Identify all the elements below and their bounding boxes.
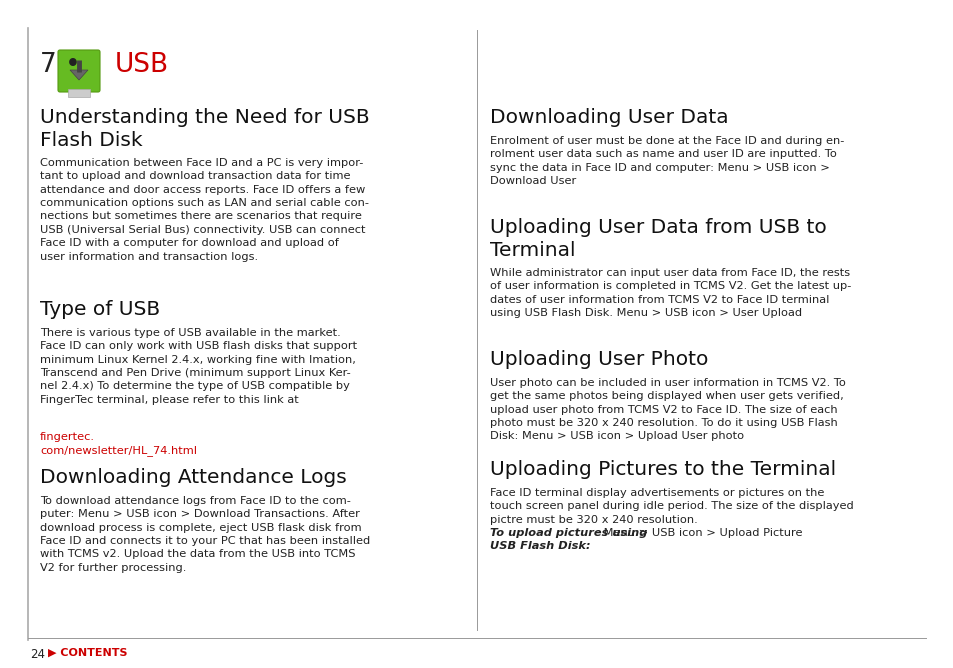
Text: Menu > USB icon > Upload Picture: Menu > USB icon > Upload Picture	[599, 528, 801, 538]
Text: Type of USB: Type of USB	[40, 300, 160, 319]
Text: Uploading User Data from USB to
Terminal: Uploading User Data from USB to Terminal	[490, 218, 826, 260]
Text: USB: USB	[115, 52, 169, 78]
Text: Uploading Pictures to the Terminal: Uploading Pictures to the Terminal	[490, 460, 835, 479]
Text: ▶ CONTENTS: ▶ CONTENTS	[48, 648, 128, 658]
FancyBboxPatch shape	[58, 50, 100, 92]
Text: While administrator can input user data from Face ID, the rests
of user informat: While administrator can input user data …	[490, 268, 850, 318]
Text: Communication between Face ID and a PC is very impor-
tant to upload and downloa: Communication between Face ID and a PC i…	[40, 158, 369, 261]
FancyBboxPatch shape	[68, 89, 90, 97]
Text: 7 •: 7 •	[40, 52, 81, 78]
Text: User photo can be included in user information in TCMS V2. To
get the same photo: User photo can be included in user infor…	[490, 378, 845, 442]
Text: Downloading Attendance Logs: Downloading Attendance Logs	[40, 468, 346, 487]
Text: There is various type of USB available in the market.
Face ID can only work with: There is various type of USB available i…	[40, 328, 356, 405]
Text: Downloading User Data: Downloading User Data	[490, 108, 728, 127]
Text: Understanding the Need for USB
Flash Disk: Understanding the Need for USB Flash Dis…	[40, 108, 369, 150]
Text: To download attendance logs from Face ID to the com-
puter: Menu > USB icon > Do: To download attendance logs from Face ID…	[40, 496, 370, 572]
Text: fingertec.
com/newsletter/HL_74.html: fingertec. com/newsletter/HL_74.html	[40, 432, 196, 456]
Polygon shape	[70, 70, 88, 80]
Text: Enrolment of user must be done at the Face ID and during en-
rolment user data s: Enrolment of user must be done at the Fa…	[490, 136, 843, 186]
Text: Uploading User Photo: Uploading User Photo	[490, 350, 708, 369]
Text: Face ID terminal display advertisements or pictures on the
touch screen panel du: Face ID terminal display advertisements …	[490, 488, 853, 525]
Text: To upload pictures using
USB Flash Disk:: To upload pictures using USB Flash Disk:	[490, 528, 647, 551]
Text: 24: 24	[30, 648, 45, 661]
